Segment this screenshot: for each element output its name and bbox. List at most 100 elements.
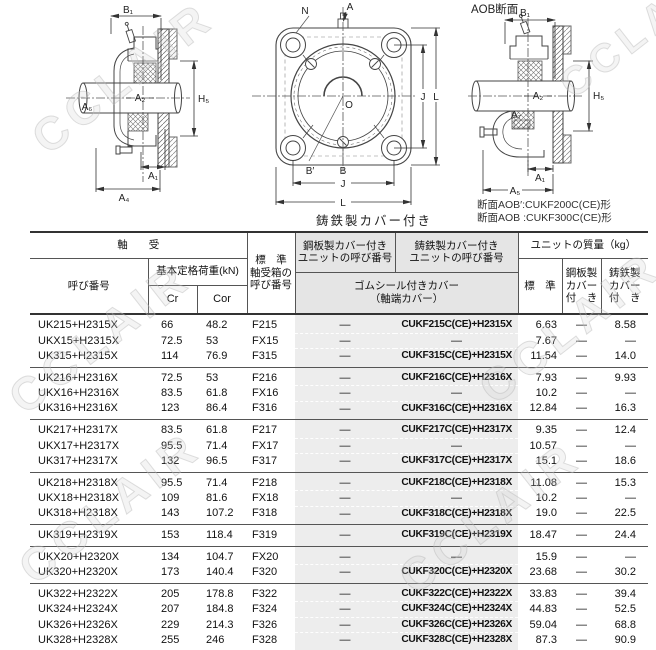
cell-cor: 86.4 — [206, 402, 228, 415]
cell-mass-iron: — — [625, 387, 637, 399]
cover-screws — [305, 58, 381, 148]
cell-iron-unit: — — [395, 546, 519, 565]
dimension-label-a1: A₁ — [148, 171, 159, 182]
cell-mass-iron: — — [625, 550, 637, 563]
cell-mass-standard: 87.3 — [535, 633, 558, 646]
cell-mass-steel: — — [576, 529, 588, 541]
table-row: UK328+H2328X 255 246 F328— CUKF328C(CE)+H232… — [30, 632, 648, 650]
cell-cor: 140.4 — [206, 565, 234, 578]
cell-bearing-number: UKX16+H2316X — [38, 387, 120, 399]
header-mass-iron: 鋳鉄製 カバー 付 き — [600, 257, 649, 314]
bearing-group: UK322+H2322X 205 178.8 F322— CUKF322C(CE)+H2… — [30, 583, 649, 650]
cell-mass-standard: 15.9 — [535, 550, 558, 563]
dimension-label-a7: A₇ — [511, 110, 522, 121]
cell-steel-unit: — — [295, 437, 396, 454]
cell-steel-unit: — — [295, 332, 396, 349]
dimension-lines — [95, 13, 198, 192]
cell-mass-steel: — — [576, 454, 588, 467]
cell-mass-standard: 19.0 — [535, 507, 558, 520]
header-basic-load: 基本定格荷重(kN) — [147, 257, 248, 285]
cell-mass-iron: — — [625, 334, 637, 347]
aob-section-drawing: AOB断面 — [468, 2, 604, 197]
cell-mass-steel: — — [576, 371, 588, 384]
cell-bearing-number: UK217+H2317X — [38, 424, 118, 437]
cell-housing-number: F318 — [252, 507, 278, 520]
cell-mass-standard: 18.47 — [529, 529, 558, 541]
bearing-group: UK218+H2318X 95.5 71.4 F218— CUKF218C(CE)+H2… — [30, 472, 649, 525]
header-bearing: 軸 受 — [30, 231, 248, 258]
section-captions: 断面AOB′:CUKF200C(CE)形 断面AOB :CUKF300C(CE)… — [477, 199, 612, 224]
cell-mass-steel: — — [576, 424, 588, 437]
housing-body — [479, 35, 549, 158]
cell-steel-unit: — — [295, 583, 396, 602]
cell-iron-unit: CUKF326C(CE)+H2326X — [395, 616, 519, 633]
cell-housing-number: FX18 — [252, 492, 279, 504]
cell-housing-number: F316 — [252, 402, 278, 415]
cell-mass-standard: 10.2 — [535, 387, 558, 399]
cell-mass-iron: 8.58 — [614, 319, 637, 332]
header-mass-steel: 鋼板製 カバー 付 き — [561, 257, 602, 314]
table-row: UK317+H2317X 132 96.5 F317— CUKF317C(CE)+H23… — [30, 453, 648, 472]
cell-housing-number: FX16 — [252, 387, 279, 399]
cell-mass-steel: — — [576, 507, 588, 520]
cell-cr: 83.5 — [161, 424, 183, 437]
cell-mass-iron: 90.9 — [614, 633, 637, 646]
table-row: UKX18+H2318X 109 81.6 FX18— —10.2— — — [30, 490, 648, 506]
cell-mass-iron: — — [625, 439, 637, 452]
front-view-drawing: N A O J L B′ B J L — [252, 2, 442, 209]
header-cr: Cr — [147, 284, 197, 314]
cell-iron-unit: CUKF218C(CE)+H2318X — [395, 472, 519, 491]
cell-cor: 76.9 — [206, 349, 228, 362]
dimension-label-b1: B₁ — [123, 5, 134, 16]
cell-mass-standard: 10.2 — [535, 492, 558, 504]
cell-housing-number: F217 — [252, 424, 278, 437]
cell-mass-standard: 10.57 — [529, 439, 558, 452]
table-row: UK315+H2315X 114 76.9 F315— CUKF315C(CE)+H23… — [30, 348, 648, 367]
cell-steel-unit: — — [295, 524, 396, 546]
grease-nipple — [124, 21, 137, 44]
cell-cr: 143 — [161, 507, 180, 520]
cell-cor: 118.4 — [206, 529, 233, 541]
cell-steel-unit: — — [295, 419, 396, 438]
cell-cor: 246 — [206, 633, 225, 646]
cell-bearing-number: UK215+H2315X — [38, 319, 118, 332]
table-row: UK324+H2324X 207 184.8 F324— CUKF324C(CE)+H2… — [30, 601, 648, 617]
table-row: UK318+H2318X 143 107.2 F318— CUKF318C(CE)+H2… — [30, 505, 648, 525]
header-steel-unit: 鋼板製カバー付き ユニットの呼び番号 — [294, 231, 396, 272]
cell-bearing-number: UK317+H2317X — [38, 454, 118, 467]
cell-mass-steel: — — [576, 334, 588, 347]
dimension-label-a4: A₄ — [119, 193, 130, 204]
cell-iron-unit: CUKF318C(CE)+H2318X — [395, 505, 519, 525]
cell-cr: 153 — [161, 529, 180, 541]
table-row: UK216+H2316X 72.5 53 F216— CUKF216C(CE)+H231… — [30, 367, 648, 386]
cell-mass-steel: — — [576, 402, 588, 415]
cell-mass-standard: 11.54 — [530, 349, 558, 362]
cell-mass-iron: 30.2 — [614, 565, 637, 578]
cell-housing-number: F319 — [252, 529, 278, 541]
cell-steel-unit: — — [295, 400, 396, 420]
cell-bearing-number: UK326+H2326X — [38, 618, 118, 631]
cell-mass-steel: — — [576, 349, 588, 362]
cell-housing-number: F324 — [252, 603, 278, 615]
header-unit-mass: ユニットの質量（kg） — [517, 231, 649, 258]
cell-mass-standard: 59.04 — [529, 618, 558, 631]
cell-mass-steel: — — [576, 476, 588, 489]
cell-cor: 184.8 — [206, 603, 234, 615]
table-row: UK217+H2317X 83.5 61.8 F217— CUKF217C(CE)+H2… — [30, 419, 648, 438]
cell-housing-number: F328 — [252, 633, 278, 646]
cell-mass-standard: 7.67 — [535, 334, 558, 347]
table-header: 軸 受 標 準 軸受箱の 呼び番号 鋼板製カバー付き ユニットの呼び番号 鋳鉄製… — [30, 231, 649, 314]
dimension-label-n: N — [301, 6, 308, 17]
cell-cr: 132 — [161, 454, 180, 467]
table-row: UKX20+H2320X 134 104.7 FX20— —15.9— — — [30, 546, 648, 565]
cell-steel-unit: — — [295, 564, 396, 583]
dimension-label-a: A — [347, 2, 354, 13]
bearing-group: UK215+H2315X 66 48.2 F215— CUKF215C(CE)+H231… — [30, 314, 649, 367]
cell-cor: 214.3 — [206, 618, 234, 631]
cell-mass-iron: 22.5 — [614, 507, 637, 520]
cell-housing-number: F216 — [252, 371, 278, 384]
cell-mass-standard: 33.83 — [529, 587, 558, 600]
cell-steel-unit: — — [295, 616, 396, 633]
dimension-label-a6: A₆ — [82, 102, 93, 113]
cell-iron-unit: CUKF215C(CE)+H2315X — [395, 314, 519, 333]
